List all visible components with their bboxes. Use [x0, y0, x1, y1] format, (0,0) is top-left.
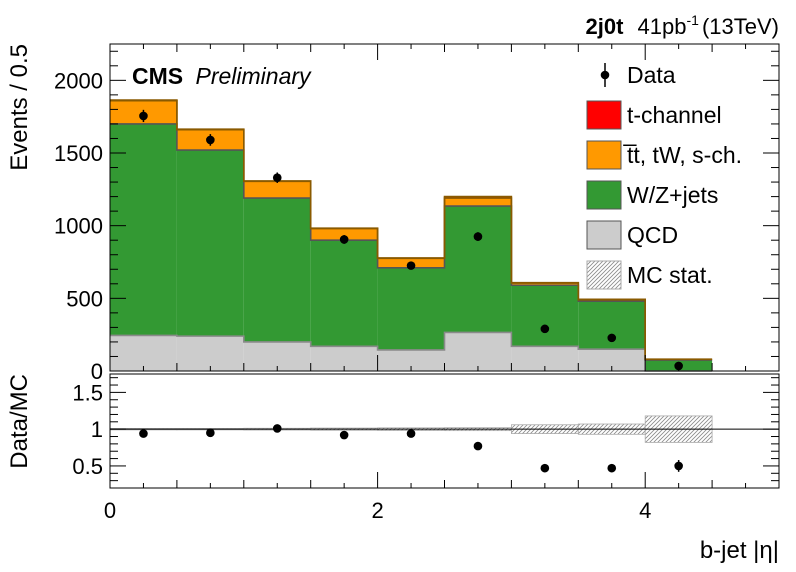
y-tick-label-1500: 1500: [54, 141, 103, 166]
bar-1-1: [176, 150, 244, 337]
legend-swatch-mcstat: [586, 260, 622, 290]
ratio-tick-label-1: 1: [91, 417, 103, 442]
legend-data-marker: [600, 70, 610, 80]
ratio-point-6: [540, 463, 550, 473]
bar-1-5: [444, 206, 512, 333]
bar-2-6: [511, 283, 579, 286]
bar-0-7: [578, 349, 646, 371]
cms-label: CMS Preliminary: [132, 63, 312, 89]
data-point-7: [607, 333, 617, 343]
legend-label-0: Data: [627, 62, 676, 88]
y-tick-label-2000: 2000: [54, 68, 103, 93]
header-energy: (13TeV): [702, 14, 779, 39]
cms-label-bold: CMS: [132, 63, 183, 89]
ratio-point-8: [674, 461, 683, 471]
legend-label-1: t-channel: [627, 102, 722, 128]
ratio-panel: 0.5 1 1.5 0 2 4: [72, 373, 780, 523]
ratio-point-4: [406, 429, 416, 438]
legend-swatch-4: [586, 220, 622, 250]
ratio-point-5: [473, 441, 483, 451]
bar-2-2: [243, 181, 311, 199]
ratio-y-axis-title: Data/MC: [6, 374, 33, 469]
legend-label-5: MC stat.: [627, 262, 713, 288]
x-tick-label-0: 0: [104, 498, 116, 523]
y-axis-title: Events / 0.5: [6, 44, 33, 171]
legend-label-2: t̅t, tW, s-ch.: [623, 142, 742, 168]
data-point-1: [206, 135, 215, 145]
data-point-3: [339, 235, 349, 244]
ratio-point-0: [139, 429, 148, 438]
outline-3: [110, 99, 713, 361]
header-lumi-exp: -1: [687, 12, 700, 28]
legend-swatch-3: [586, 180, 622, 210]
bar-0-1: [176, 336, 244, 371]
bar-1-4: [377, 267, 445, 350]
bar-1-3: [310, 240, 378, 347]
ratio-point-7: [607, 463, 617, 473]
legend: Data t-channel t̅t, tW, s-ch. W/Z+jets QCD MC…: [586, 62, 742, 290]
bar-2-3: [310, 228, 378, 241]
header-lumi-value: 41pb: [638, 14, 687, 39]
data-point-4: [406, 261, 416, 270]
ratio-tick-label-0.5: 0.5: [72, 454, 103, 479]
data-point-0: [139, 111, 148, 121]
data-point-6: [540, 324, 550, 334]
bar-1-2: [243, 198, 311, 342]
x-tick-label-2: 2: [371, 498, 383, 523]
bar-0-5: [444, 332, 512, 371]
ratio-tick-label-1.5: 1.5: [72, 380, 103, 405]
data-point-8: [674, 361, 683, 371]
x-tick-label-4: 4: [639, 498, 651, 523]
y-tick-label-500: 500: [66, 286, 103, 311]
bar-1-0: [110, 123, 177, 336]
bar-0-4: [377, 349, 445, 371]
ratio-point-1: [206, 428, 215, 438]
x-axis-title: b-jet |η|: [700, 537, 779, 564]
cms-preliminary: Preliminary: [196, 63, 313, 89]
legend-swatch-1: [586, 100, 622, 130]
legend-swatch-2: [586, 140, 622, 170]
ratio-point-3: [339, 430, 349, 440]
y-tick-label-0: 0: [91, 359, 103, 384]
legend-label-3: W/Z+jets: [627, 182, 718, 208]
bar-2-5: [444, 198, 512, 207]
ratio-point-2: [272, 424, 282, 433]
main-panel: 0 500 1000 1500 2000: [54, 43, 780, 384]
bar-0-0: [110, 335, 177, 371]
data-point-5: [473, 232, 483, 241]
legend-label-4: QCD: [627, 222, 678, 248]
y-tick-label-1000: 1000: [54, 214, 103, 239]
bar-1-6: [511, 285, 579, 347]
data-point-2: [272, 173, 282, 183]
header: 2j0t 41pb-1 (13TeV): [586, 12, 780, 39]
header-channel: 2j0t: [586, 14, 625, 39]
outline-0: [110, 331, 713, 372]
